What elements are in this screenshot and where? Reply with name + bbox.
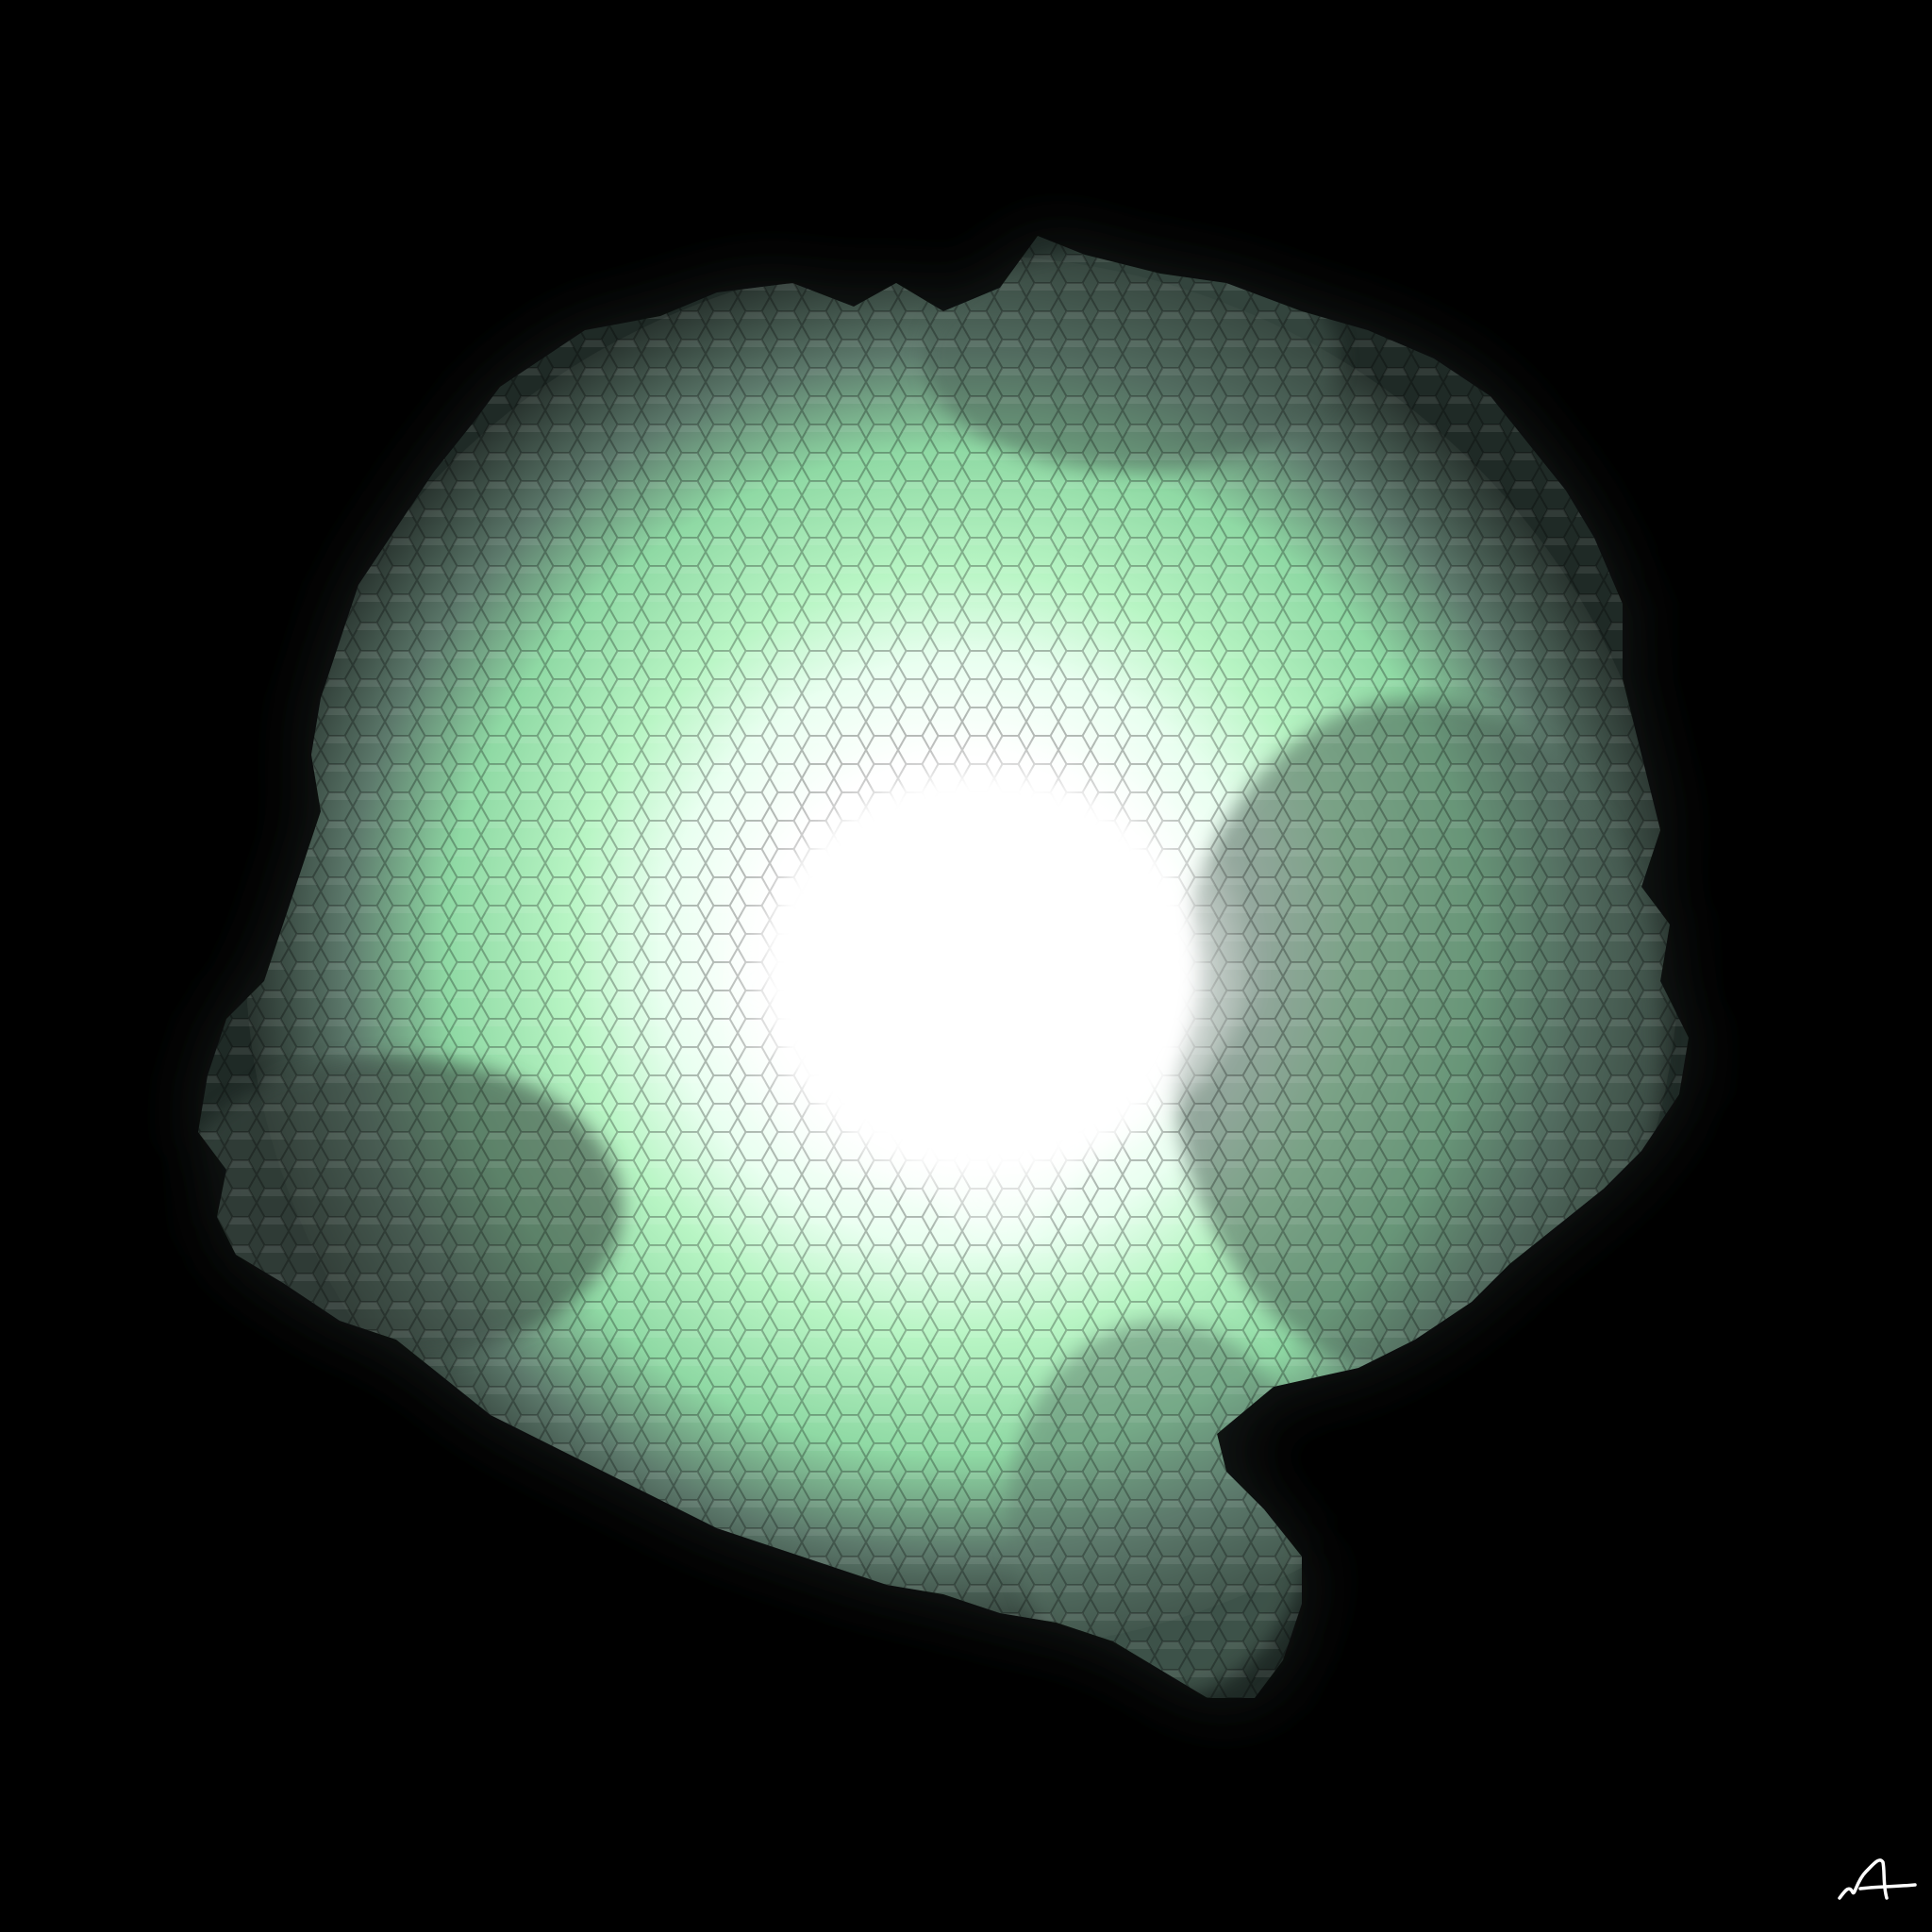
- signature-stroke: [1838, 1858, 1917, 1900]
- signature-mark: [1838, 1858, 1917, 1900]
